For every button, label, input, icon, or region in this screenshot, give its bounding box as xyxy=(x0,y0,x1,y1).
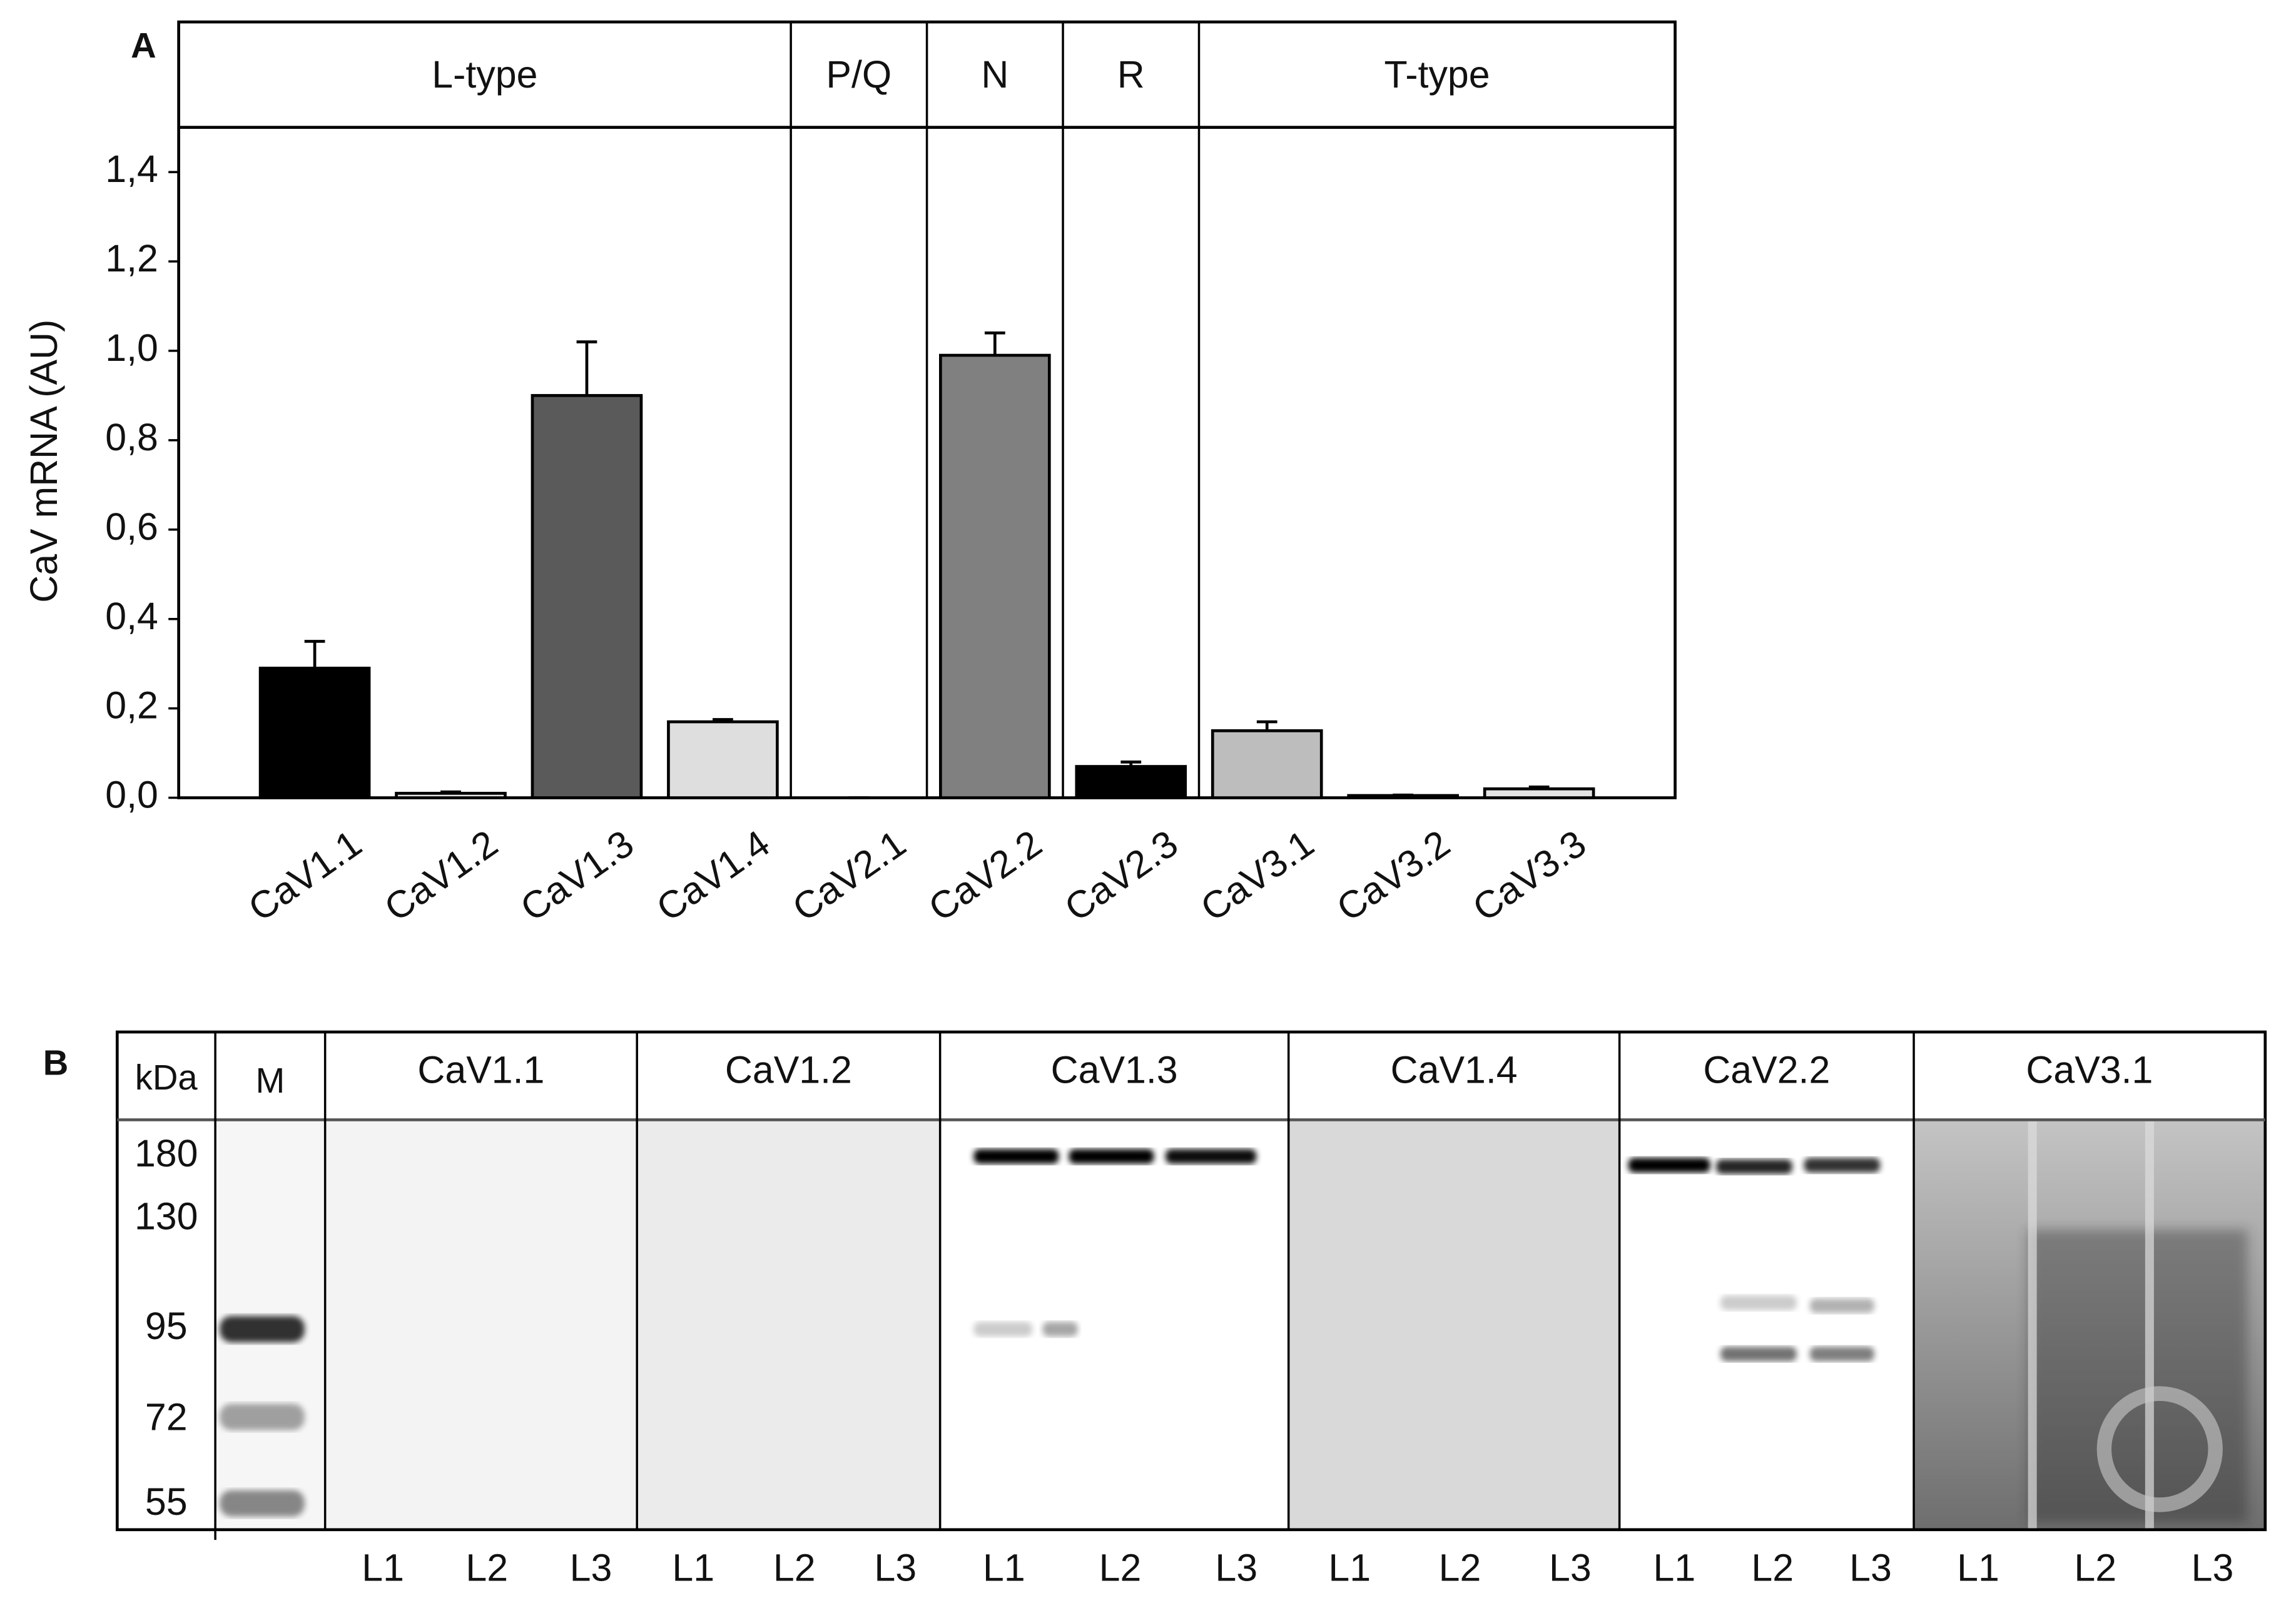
y-tick-label: 1,2 xyxy=(105,237,158,280)
protein-band xyxy=(1042,1322,1078,1337)
x-tick-label: CaV3.3 xyxy=(1465,822,1593,929)
y-tick-label: 0,6 xyxy=(105,505,158,548)
y-tick-label: 0,0 xyxy=(105,774,158,816)
blot-image xyxy=(637,1120,940,1530)
marker-label: 130 xyxy=(135,1195,198,1238)
x-tick-label: CaV2.3 xyxy=(1057,822,1185,929)
blot-image xyxy=(1288,1120,1620,1530)
x-tick-label: CaV1.4 xyxy=(649,822,777,929)
protein-band xyxy=(1716,1159,1792,1175)
y-axis-label: CaV mRNA (AU) xyxy=(23,320,65,603)
well-label: L1 xyxy=(1328,1546,1371,1589)
x-tick-label: CaV3.1 xyxy=(1193,822,1321,929)
well-label: L1 xyxy=(672,1546,714,1589)
bar xyxy=(395,792,507,799)
protein-band xyxy=(1069,1149,1154,1164)
well-label: L3 xyxy=(874,1546,917,1589)
lane-title: CaV1.2 xyxy=(725,1049,852,1091)
x-tick-label: CaV2.2 xyxy=(921,822,1049,929)
bar xyxy=(1483,787,1595,799)
well-label: L1 xyxy=(1957,1546,1999,1589)
bar xyxy=(667,720,779,799)
well-label: L1 xyxy=(983,1546,1025,1589)
lane-title: CaV1.1 xyxy=(417,1049,544,1091)
protein-band xyxy=(973,1149,1059,1164)
group-label: R xyxy=(1117,53,1145,96)
blot-image xyxy=(1619,1120,1914,1530)
protein-band xyxy=(1809,1347,1874,1362)
bar xyxy=(1347,794,1459,799)
group-label: L-type xyxy=(432,53,537,96)
protein-band xyxy=(1166,1149,1257,1164)
group-label: P/Q xyxy=(826,53,891,96)
group-label: T-type xyxy=(1384,53,1490,96)
lane-title: CaV1.4 xyxy=(1391,1049,1518,1091)
x-tick-label: CaV1.2 xyxy=(377,822,505,929)
well-label: L3 xyxy=(1215,1546,1257,1589)
x-tick-label: CaV1.1 xyxy=(241,822,369,929)
y-tick-label: 0,2 xyxy=(105,684,158,727)
marker-label: 180 xyxy=(135,1132,198,1175)
artifact-ring xyxy=(2096,1386,2223,1512)
well-label: L3 xyxy=(2192,1546,2234,1589)
group-label: N xyxy=(981,53,1008,96)
ladder-band xyxy=(220,1490,305,1517)
well-label: L2 xyxy=(1439,1546,1481,1589)
protein-band xyxy=(1809,1298,1874,1313)
well-label: L1 xyxy=(362,1546,404,1589)
lane-gap xyxy=(2028,1120,2037,1530)
bar xyxy=(1075,765,1187,799)
ladder-band xyxy=(220,1403,305,1430)
well-label: L3 xyxy=(570,1546,612,1589)
protein-band xyxy=(1628,1158,1710,1173)
x-tick-label: CaV2.1 xyxy=(785,822,913,929)
blot-frame xyxy=(115,1030,2267,1532)
well-label: L2 xyxy=(1751,1546,1794,1589)
y-tick-label: 1,0 xyxy=(105,326,158,369)
marker-lane-label: M xyxy=(256,1061,285,1100)
marker-label: 55 xyxy=(145,1480,188,1523)
y-tick-label: 1,4 xyxy=(105,148,158,190)
y-tick-label: 0,8 xyxy=(105,416,158,458)
well-label: L2 xyxy=(2074,1546,2116,1589)
well-label: L2 xyxy=(773,1546,816,1589)
well-label: L2 xyxy=(465,1546,508,1589)
well-label: L3 xyxy=(1849,1546,1892,1589)
bar xyxy=(938,353,1051,799)
protein-band xyxy=(1720,1347,1797,1362)
panel-label: B xyxy=(43,1043,69,1083)
bar xyxy=(1211,729,1323,799)
well-label: L2 xyxy=(1099,1546,1142,1589)
bar xyxy=(531,394,643,799)
ladder-band xyxy=(220,1316,305,1343)
protein-band xyxy=(1804,1158,1881,1173)
unit-label: kDa xyxy=(135,1058,198,1097)
lane-title: CaV1.3 xyxy=(1051,1049,1178,1091)
x-tick-label: CaV3.2 xyxy=(1329,822,1457,929)
y-tick-label: 0,4 xyxy=(105,595,158,637)
blot-image xyxy=(325,1120,637,1530)
marker-label: 95 xyxy=(145,1305,188,1347)
well-label: L3 xyxy=(1549,1546,1592,1589)
panel-label: A xyxy=(131,26,156,65)
lane-gap xyxy=(2145,1120,2154,1530)
x-tick-label: CaV1.3 xyxy=(513,822,641,929)
well-label: L1 xyxy=(1653,1546,1696,1589)
lane-title: CaV3.1 xyxy=(2026,1049,2153,1091)
protein-band xyxy=(1720,1295,1797,1310)
bar xyxy=(258,666,371,799)
marker-label: 72 xyxy=(145,1395,188,1438)
protein-band xyxy=(973,1322,1033,1337)
lane-title: CaV2.2 xyxy=(1703,1049,1830,1091)
